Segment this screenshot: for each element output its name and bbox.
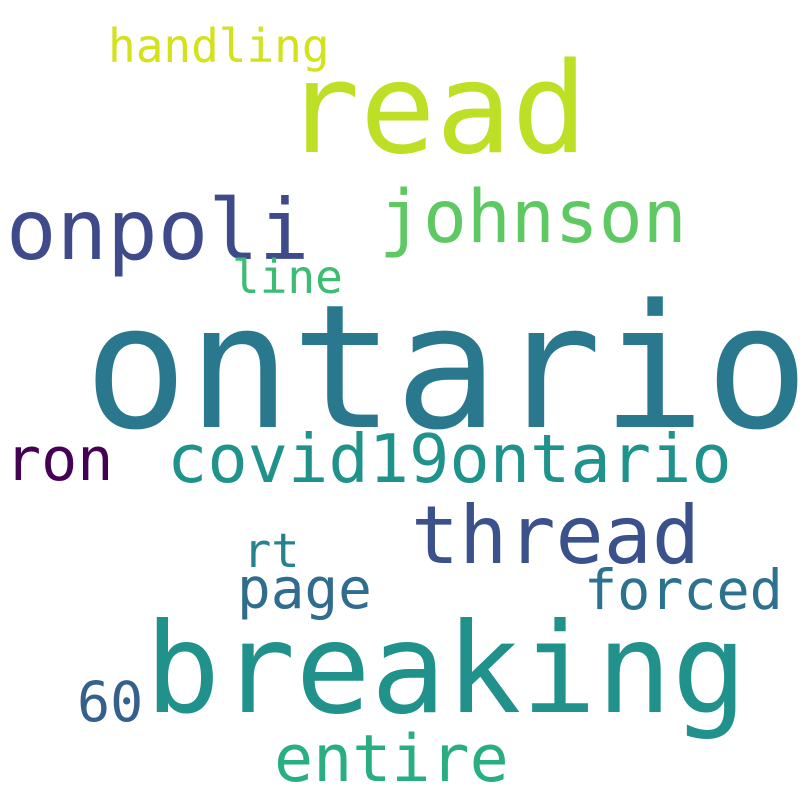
word-handling: handling <box>108 19 330 73</box>
word-page: page <box>237 557 372 622</box>
word-johnson: johnson <box>379 175 687 260</box>
word-forced: forced <box>584 558 783 622</box>
word-onpoli: onpoli <box>6 181 310 279</box>
word-entire: entire <box>274 722 509 797</box>
word-covid19ontario: covid19ontario <box>167 420 732 498</box>
word-60: 60 <box>77 670 144 734</box>
word-ontario: ontario <box>84 267 800 468</box>
word-breaking: breaking <box>145 597 748 742</box>
word-read: read <box>284 35 588 182</box>
word-rt: rt <box>243 524 300 579</box>
word-thread: thread <box>411 489 700 582</box>
word-line: line <box>232 250 343 304</box>
word-ron: ron <box>5 425 114 495</box>
